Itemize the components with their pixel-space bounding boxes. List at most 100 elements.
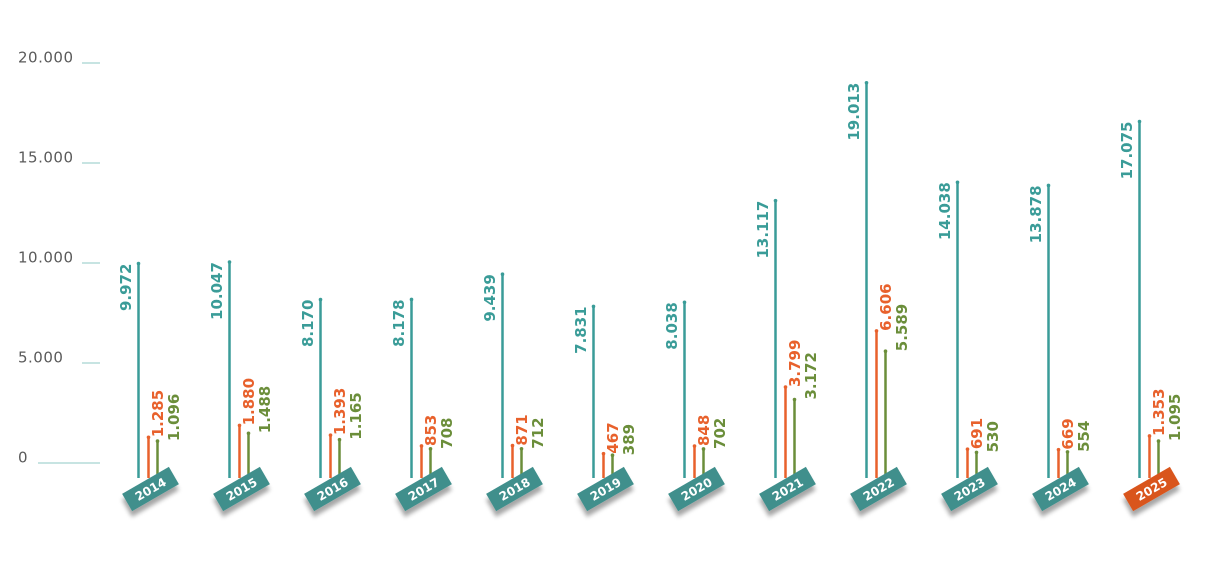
value-label: 13.878 bbox=[1027, 185, 1045, 243]
value-label: 17.075 bbox=[1118, 122, 1136, 180]
bar-cap bbox=[155, 439, 160, 443]
year-badge: 2025 bbox=[1123, 466, 1180, 512]
value-label: 10.047 bbox=[208, 262, 226, 320]
value-label: 871 bbox=[513, 414, 531, 445]
y-tick-label: 15.000 bbox=[18, 149, 74, 167]
value-label: 1.880 bbox=[240, 378, 258, 425]
bar-cap bbox=[146, 435, 151, 440]
year-badge: 2015 bbox=[213, 466, 270, 512]
value-label: 9.439 bbox=[481, 274, 499, 321]
year-badge: 2014 bbox=[122, 466, 179, 512]
year-badge: 2020 bbox=[668, 466, 725, 512]
value-label: 853 bbox=[422, 415, 440, 446]
value-label: 9.972 bbox=[117, 264, 135, 311]
year-badge: 2024 bbox=[1032, 466, 1089, 512]
value-label: 467 bbox=[604, 422, 622, 453]
value-label: 389 bbox=[620, 424, 638, 455]
badge-box bbox=[486, 466, 543, 512]
badge-box bbox=[668, 466, 725, 512]
bar-cap bbox=[1147, 434, 1152, 438]
badge-box bbox=[941, 466, 998, 512]
value-label: 708 bbox=[438, 418, 456, 449]
value-label: 1.285 bbox=[149, 390, 167, 437]
bar-cap bbox=[1156, 439, 1161, 443]
bar-cap bbox=[500, 272, 505, 277]
value-label: 6.606 bbox=[877, 283, 895, 330]
year-badge: 2021 bbox=[759, 466, 816, 512]
badge-box bbox=[395, 466, 452, 512]
bar-cap bbox=[510, 443, 515, 448]
y-tick-label: 20.000 bbox=[18, 49, 74, 67]
bar-cap bbox=[227, 260, 232, 264]
badge-box bbox=[577, 466, 634, 512]
badge-box bbox=[122, 466, 179, 512]
bar-cap bbox=[682, 300, 687, 305]
bar-cap bbox=[1056, 447, 1061, 452]
badge-box bbox=[213, 466, 270, 512]
value-label: 14.038 bbox=[936, 182, 954, 240]
bar-cap bbox=[955, 180, 960, 185]
y-tick-label: 5.000 bbox=[18, 349, 63, 367]
badge-box bbox=[1123, 466, 1180, 512]
year-badge: 2018 bbox=[486, 466, 543, 512]
bar-cap bbox=[318, 297, 323, 302]
bar-cap bbox=[610, 453, 615, 458]
bar-cap bbox=[792, 397, 797, 402]
value-label: 530 bbox=[984, 421, 1002, 452]
value-label: 1.353 bbox=[1150, 388, 1168, 435]
bar-cap bbox=[965, 447, 970, 451]
bar-cap bbox=[419, 444, 424, 448]
value-label: 848 bbox=[695, 415, 713, 446]
bar-cap bbox=[328, 433, 333, 437]
value-label: 712 bbox=[529, 417, 547, 448]
bar-cap bbox=[864, 80, 869, 85]
value-label: 669 bbox=[1059, 418, 1077, 449]
value-label: 3.799 bbox=[786, 340, 804, 387]
value-label: 1.095 bbox=[1166, 394, 1184, 441]
value-label: 8.038 bbox=[663, 302, 681, 349]
bar-cap bbox=[428, 447, 433, 451]
year-badge: 2022 bbox=[850, 466, 907, 512]
bar-cap bbox=[409, 297, 414, 302]
value-label: 19.013 bbox=[845, 83, 863, 141]
bar-cap bbox=[701, 447, 706, 451]
bar-cap bbox=[1065, 450, 1070, 454]
bar-cap bbox=[773, 198, 778, 203]
bar-cap bbox=[974, 450, 979, 455]
bar-cap bbox=[591, 304, 596, 309]
y-tick-label: 10.000 bbox=[18, 249, 74, 267]
bar-cap bbox=[519, 446, 524, 451]
value-label: 1.488 bbox=[256, 386, 274, 433]
badge-box bbox=[1032, 466, 1089, 512]
value-label: 1.096 bbox=[165, 394, 183, 441]
badge-box bbox=[759, 466, 816, 512]
value-label: 13.117 bbox=[754, 201, 772, 259]
badge-box bbox=[304, 466, 361, 512]
year-badge: 2016 bbox=[304, 466, 361, 512]
bar-cap bbox=[1046, 183, 1051, 188]
value-label: 8.170 bbox=[299, 300, 317, 347]
value-label: 1.165 bbox=[347, 392, 365, 439]
bar-cap bbox=[136, 261, 141, 266]
value-label: 3.172 bbox=[802, 352, 820, 399]
bar-cap bbox=[883, 349, 888, 354]
bar-cap bbox=[874, 329, 879, 333]
bar-cap bbox=[337, 437, 342, 442]
value-label: 554 bbox=[1075, 421, 1093, 452]
bar-cap bbox=[246, 431, 251, 436]
year-badge: 2019 bbox=[577, 466, 634, 512]
value-label: 702 bbox=[711, 418, 729, 449]
bar-cap bbox=[601, 451, 606, 456]
bar-cap bbox=[783, 385, 788, 389]
year-badge: 2023 bbox=[941, 466, 998, 512]
year-badge: 2017 bbox=[395, 466, 452, 512]
badge-box bbox=[850, 466, 907, 512]
value-label: 8.178 bbox=[390, 299, 408, 346]
value-label: 691 bbox=[968, 418, 986, 449]
value-label: 1.393 bbox=[331, 388, 349, 435]
value-label: 7.831 bbox=[572, 306, 590, 353]
value-label: 5.589 bbox=[893, 304, 911, 351]
bar-cap bbox=[237, 423, 242, 428]
bar-cap bbox=[1137, 119, 1142, 124]
